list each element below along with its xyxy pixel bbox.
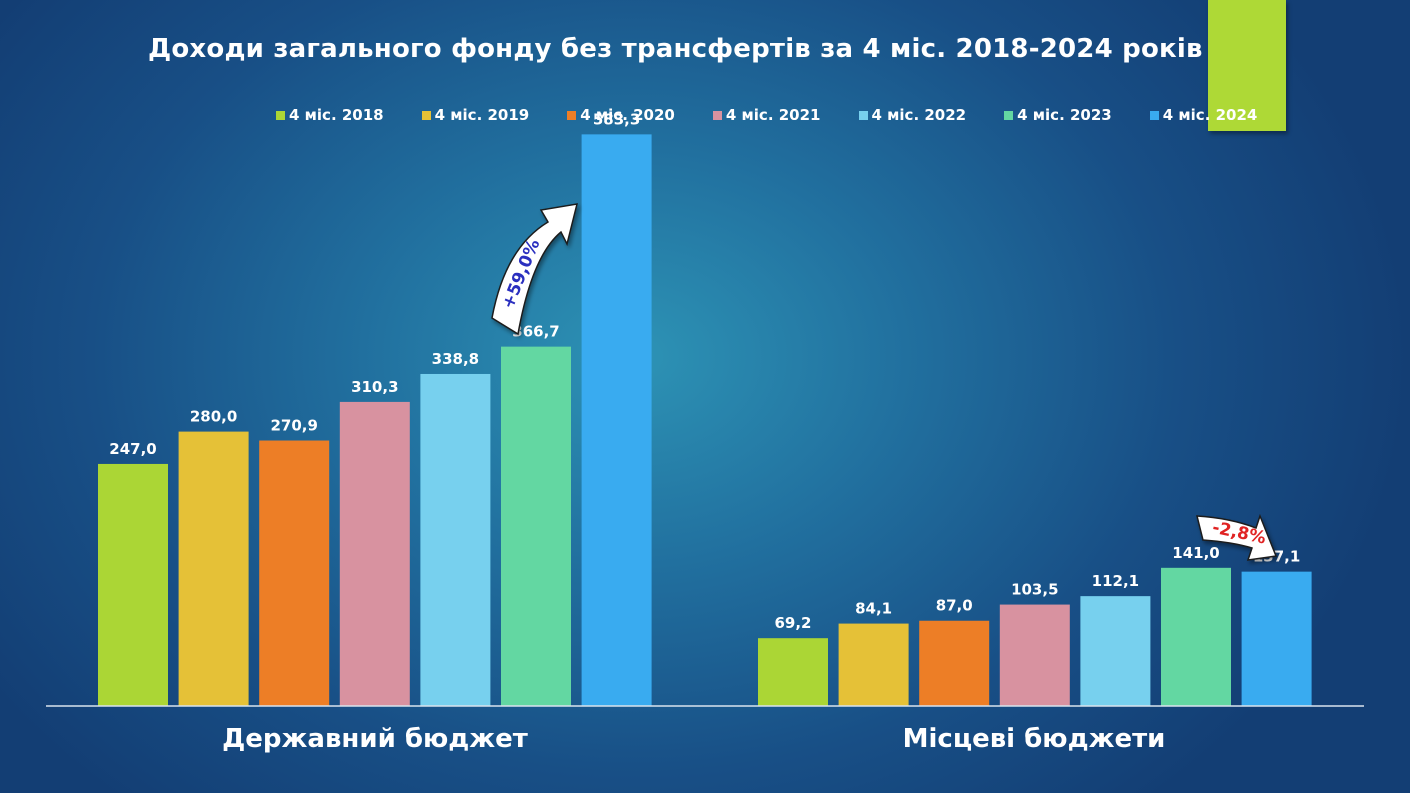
bar	[178, 431, 249, 706]
legend-item: 4 міс. 2022	[858, 106, 967, 124]
legend-label: 4 міс. 2023	[1017, 106, 1112, 124]
legend-swatch	[567, 110, 577, 120]
category-label-state-budget: Державний бюджет	[222, 724, 528, 754]
data-label: 247,0	[109, 440, 156, 458]
data-label: 270,9	[270, 417, 317, 435]
data-label: 583,3	[593, 110, 640, 128]
legend-label: 4 міс. 2018	[289, 106, 384, 124]
bar	[999, 604, 1070, 706]
bar	[98, 463, 168, 706]
bar	[339, 401, 410, 706]
data-label: 112,1	[1092, 572, 1139, 590]
legend-swatch	[712, 110, 722, 120]
legend-label: 4 міс. 2024	[1162, 106, 1258, 124]
bar	[919, 620, 990, 706]
bar	[1161, 567, 1231, 706]
growth-arrow-annotation	[491, 203, 579, 336]
data-label: 338,8	[432, 350, 479, 368]
bar	[501, 346, 571, 706]
legend-item: 4 міс. 2018	[276, 106, 384, 124]
accent-bar	[1208, 0, 1286, 131]
chart-title: Доходи загального фонду без трансфертів …	[148, 34, 1203, 64]
data-label: 84,1	[855, 600, 892, 618]
legend-item: 4 міс. 2020	[567, 106, 675, 124]
legend-item: 4 міс. 2023	[1004, 106, 1112, 124]
data-label: 310,3	[351, 378, 398, 396]
legend-label: 4 міс. 2021	[725, 106, 821, 124]
legend-label: 4 міс. 2019	[434, 106, 530, 124]
legend-swatch	[858, 110, 868, 120]
category-label-local-budgets: Місцеві бюджети	[902, 724, 1166, 754]
data-label: 69,2	[774, 614, 811, 632]
bar	[1241, 571, 1312, 706]
bar	[581, 134, 652, 707]
legend: 4 міс. 2018 4 міс. 2019 4 міс. 2020 4 міс. …	[276, 106, 1257, 124]
bar	[838, 623, 909, 706]
data-label: 87,0	[936, 597, 973, 615]
bar	[259, 440, 330, 706]
data-label: 366,7	[512, 323, 559, 341]
legend-item: 4 міс. 2019	[421, 106, 530, 124]
bar	[420, 373, 491, 706]
legend-item: 4 міс. 2021	[712, 106, 821, 124]
data-label: 141,0	[1172, 544, 1219, 562]
legend-swatch	[1149, 110, 1159, 120]
legend-swatch	[421, 110, 431, 120]
bar	[1080, 596, 1151, 706]
legend-label: 4 міс. 2020	[580, 106, 675, 124]
bar	[758, 638, 828, 706]
data-label: 280,0	[190, 408, 237, 426]
decline-arrow-annotation	[1196, 513, 1278, 561]
legend-label: 4 міс. 2022	[871, 106, 967, 124]
legend-swatch	[276, 110, 285, 120]
legend-item: 4 міс. 2024	[1149, 106, 1258, 124]
legend-swatch	[1004, 110, 1014, 120]
data-label: 103,5	[1011, 581, 1058, 599]
